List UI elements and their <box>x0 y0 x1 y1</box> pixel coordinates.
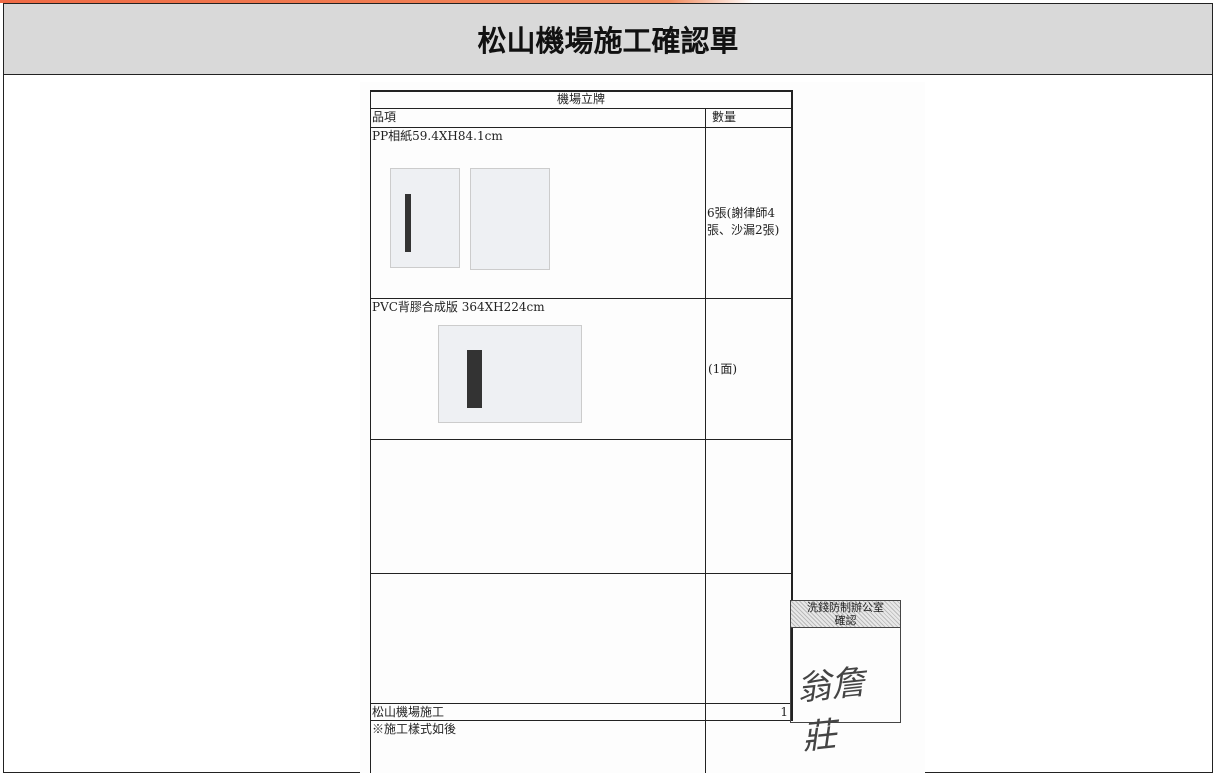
quantity: 6張(謝律師4張、沙漏2張) <box>707 206 780 237</box>
rule <box>370 298 793 299</box>
poster-image <box>438 325 582 423</box>
stamp-header: 洗錢防制辦公室 確認 <box>790 600 901 628</box>
stamp-box: 翁詹莊 <box>790 628 901 758</box>
header: 松山機場施工確認單 <box>3 3 1213 75</box>
note: ※施工樣式如後 <box>372 722 457 736</box>
rule <box>370 439 793 440</box>
rule <box>370 90 371 720</box>
item: PVC背膠合成版 364XH224cm <box>372 300 545 314</box>
item: PP相紙59.4XH84.1cm <box>372 129 503 143</box>
rule <box>705 108 706 773</box>
rule <box>370 720 371 773</box>
rule <box>370 90 793 92</box>
rule <box>791 90 793 720</box>
page-title: 松山機場施工確認單 <box>477 24 739 58</box>
table-title: 機場立牌 <box>556 92 605 106</box>
stamp-title: 洗錢防制辦公室 <box>807 601 884 614</box>
rule <box>370 108 793 109</box>
poster-image <box>470 168 550 270</box>
rule <box>370 127 793 128</box>
rule <box>370 573 793 574</box>
column-header: 品項 <box>372 110 397 124</box>
signature: 翁詹莊 <box>794 662 867 759</box>
rule <box>370 703 793 704</box>
rule <box>370 720 793 721</box>
column-header: 數量 <box>712 110 737 124</box>
footer-item: 松山機場施工 <box>372 705 445 719</box>
top-accent <box>0 0 1216 3</box>
footer-quantity: 1 <box>780 705 788 719</box>
quantity: (1面) <box>708 362 737 376</box>
poster-image <box>390 168 460 268</box>
stamp-subtitle: 確認 <box>834 614 857 627</box>
